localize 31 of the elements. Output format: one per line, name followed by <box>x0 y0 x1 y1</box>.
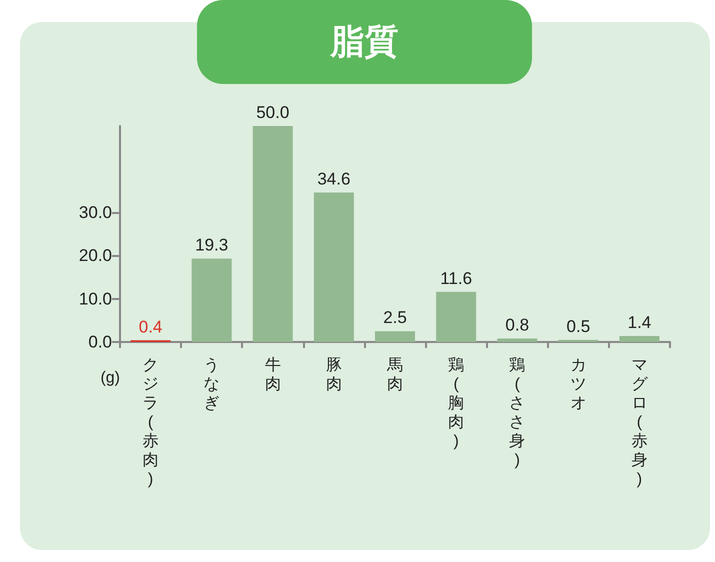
data-label: 0.4 <box>138 317 162 336</box>
x-tick-label: マグロ(赤身) <box>631 357 648 488</box>
data-label: 0.8 <box>505 316 530 335</box>
x-tick-label: 豚肉 <box>326 357 342 393</box>
y-tick-label: 10.0 <box>78 289 112 308</box>
bar <box>375 331 415 342</box>
data-label: 19.3 <box>195 236 228 255</box>
bar <box>314 192 354 342</box>
data-label: 2.5 <box>383 308 407 328</box>
data-label: 34.6 <box>317 170 350 189</box>
y-tick-label: 0.0 <box>88 332 112 352</box>
y-tick-label: 30.0 <box>78 202 112 222</box>
bar <box>252 126 293 342</box>
bar <box>619 336 660 342</box>
y-axis-title: (g) <box>100 370 120 386</box>
x-tick-label: 牛肉 <box>264 356 281 393</box>
x-tick-label: 鶏(胸肉) <box>448 357 464 450</box>
data-label: 50.0 <box>256 103 290 122</box>
bar <box>436 292 476 342</box>
bar <box>192 258 232 342</box>
x-tick-label: うなぎ <box>204 357 220 412</box>
data-label: 0.5 <box>566 316 590 336</box>
x-tick-label: カツオ <box>570 357 586 412</box>
chart-title: 脂質 <box>197 0 532 84</box>
x-tick-label: 鶏(ささ身) <box>509 357 526 469</box>
x-tick-label: 馬肉 <box>386 357 403 393</box>
y-tick-label: 20.0 <box>78 246 112 266</box>
x-tick-label: クジラ(赤肉) <box>142 357 159 488</box>
bar <box>497 338 538 342</box>
data-label: 11.6 <box>440 268 472 288</box>
data-label: 1.4 <box>628 312 652 332</box>
